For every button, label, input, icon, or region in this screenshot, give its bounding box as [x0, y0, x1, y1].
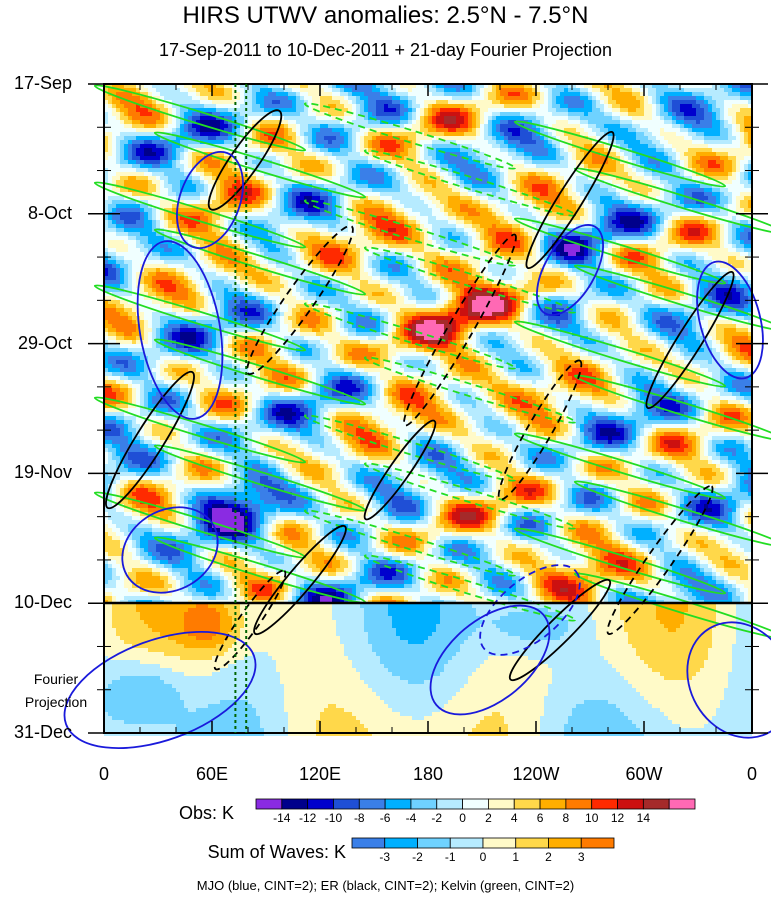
colorbar-tick-label: -2: [404, 850, 432, 864]
x-tick-label: 0: [69, 764, 139, 785]
obs-colorbar: [255, 798, 696, 810]
colorbar-swatch: [462, 798, 489, 810]
y-tick-label: 17-Sep: [0, 73, 72, 94]
x-tick-label: 0: [717, 764, 771, 785]
colorbar-tick-label: -3: [371, 850, 399, 864]
colorbar-swatch: [417, 837, 451, 849]
colorbar-tick-label: -2: [423, 811, 451, 825]
x-tick-label: 120E: [285, 764, 355, 785]
colorbar-swatch: [281, 798, 309, 810]
colorbar-swatch: [410, 798, 438, 810]
colorbar-tick-label: 10: [578, 811, 606, 825]
plot-frame: [88, 83, 768, 734]
chart-title: HIRS UTWV anomalies: 2.5°N - 7.5°N: [0, 2, 771, 30]
waves-colorbar-label: Sum of Waves: K: [150, 842, 346, 863]
colorbar-swatch: [358, 798, 386, 810]
colorbar-swatch: [384, 798, 412, 810]
colorbar-swatch: [384, 837, 418, 849]
colorbar-swatch: [488, 798, 515, 810]
colorbar-tick-label: 2: [474, 811, 502, 825]
colorbar-swatch: [307, 798, 334, 810]
colorbar-swatch: [539, 798, 567, 810]
colorbar-swatch: [642, 798, 670, 810]
anomaly-heatmap: [104, 84, 752, 736]
colorbar-tick-label: 6: [526, 811, 554, 825]
x-tick-label: 180: [393, 764, 463, 785]
x-tick-label: 60E: [177, 764, 247, 785]
y-tick-label: 10-Dec: [0, 592, 72, 613]
colorbar-swatch: [436, 798, 463, 810]
colorbar-swatch: [449, 837, 484, 849]
colorbar-swatch: [513, 798, 541, 810]
colorbar-tick-label: -1: [436, 850, 464, 864]
colorbar-swatch: [255, 798, 283, 810]
colorbar-swatch: [580, 837, 615, 849]
y-tick-label: 19-Nov: [0, 462, 72, 483]
colorbar-swatch: [515, 837, 549, 849]
x-tick-label: 60W: [609, 764, 679, 785]
colorbar-tick-label: -10: [319, 811, 347, 825]
colorbar-tick-label: 1: [502, 850, 530, 864]
colorbar-tick-label: -4: [397, 811, 425, 825]
y-tick-label: 29-Oct: [0, 333, 72, 354]
colorbar-swatch: [591, 798, 618, 810]
colorbar-tick-label: 0: [469, 850, 497, 864]
colorbar-tick-label: -8: [345, 811, 373, 825]
y-tick-label: 8-Oct: [0, 203, 72, 224]
colorbar-tick-label: 3: [567, 850, 595, 864]
colorbar-tick-label: 12: [604, 811, 632, 825]
chart-subtitle: 17-Sep-2011 to 10-Dec-2011 + 21-day Four…: [0, 40, 771, 61]
projection-label: Fourier Projection: [14, 668, 98, 714]
colorbar-tick-label: -12: [294, 811, 322, 825]
colorbar-swatch: [617, 798, 644, 810]
y-tick-label: 31-Dec: [0, 722, 72, 743]
colorbar-tick-label: 0: [449, 811, 477, 825]
colorbar-swatch: [351, 837, 386, 849]
colorbar-tick-label: 8: [552, 811, 580, 825]
waves-colorbar: [351, 837, 615, 849]
colorbar-tick-label: -14: [268, 811, 296, 825]
contour-legend: MJO (blue, CINT=2); ER (black, CINT=2); …: [0, 878, 771, 893]
colorbar-tick-label: 4: [500, 811, 528, 825]
colorbar-swatch: [668, 798, 696, 810]
colorbar-swatch: [548, 837, 582, 849]
obs-colorbar-label: Obs: K: [120, 803, 234, 824]
colorbar-tick-label: 2: [535, 850, 563, 864]
wave-contours: [63, 84, 771, 750]
x-tick-label: 120W: [501, 764, 571, 785]
colorbar-swatch: [333, 798, 360, 810]
colorbar-tick-label: 14: [629, 811, 657, 825]
colorbar-swatch: [565, 798, 593, 810]
colorbar-swatch: [482, 837, 517, 849]
colorbar-tick-label: -6: [371, 811, 399, 825]
